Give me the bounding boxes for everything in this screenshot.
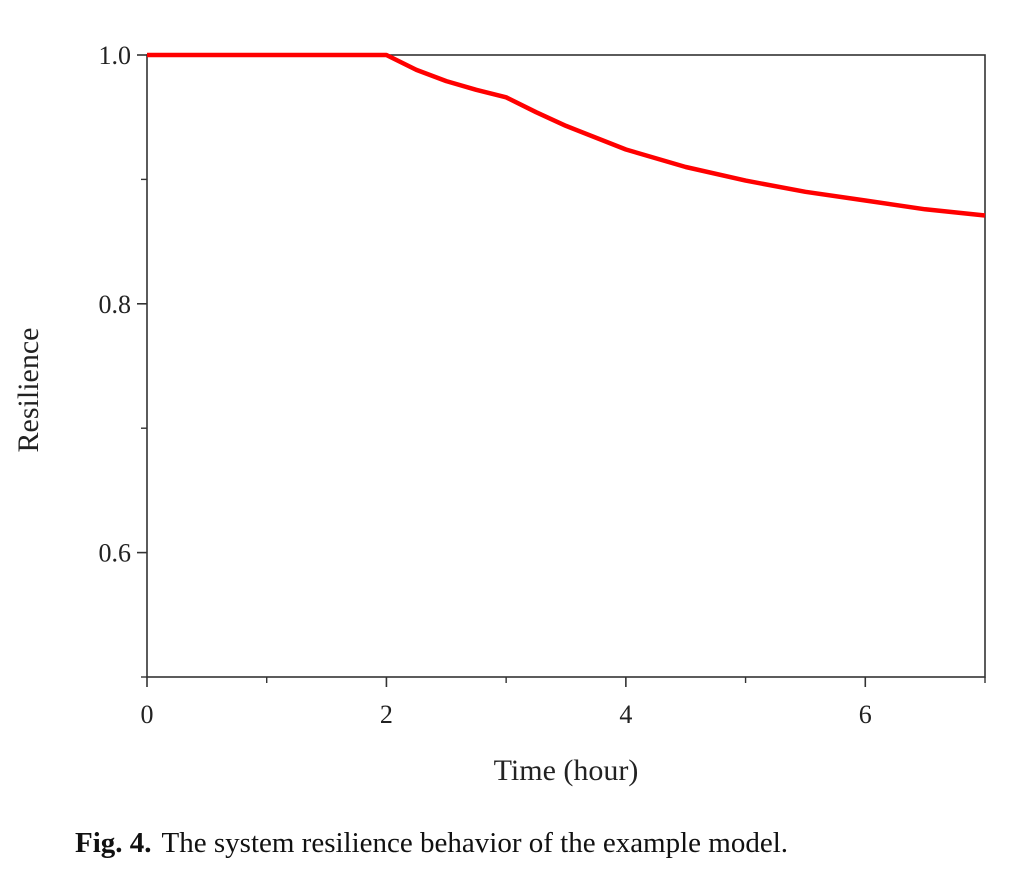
x-tick-label: 4	[619, 700, 632, 729]
y-tick-label: 1.0	[99, 41, 132, 70]
x-tick-label: 6	[859, 700, 872, 729]
x-tick-label: 0	[141, 700, 154, 729]
resilience-chart: 0 2 4 6 0.6 0.8 1.0 Time (hour) Resilience	[12, 41, 986, 787]
y-axis-title: Resilience	[12, 328, 45, 453]
resilience-line	[147, 52, 986, 218]
y-axis: 0.6 0.8 1.0	[99, 41, 147, 678]
figure-caption: Fig. 4. The system resilience behavior of…	[75, 827, 788, 860]
plot-frame	[146, 54, 986, 678]
plot-border	[146, 54, 986, 678]
caption-text: The system resilience behavior of the ex…	[161, 827, 789, 859]
y-tick-label: 0.6	[99, 539, 132, 568]
series-layer	[147, 52, 986, 218]
x-axis-title: Time (hour)	[494, 754, 639, 787]
x-axis: 0 2 4 6	[141, 677, 986, 729]
y-tick-label: 0.8	[99, 290, 132, 319]
caption-label: Fig. 4.	[75, 827, 152, 859]
x-tick-label: 2	[380, 700, 393, 729]
